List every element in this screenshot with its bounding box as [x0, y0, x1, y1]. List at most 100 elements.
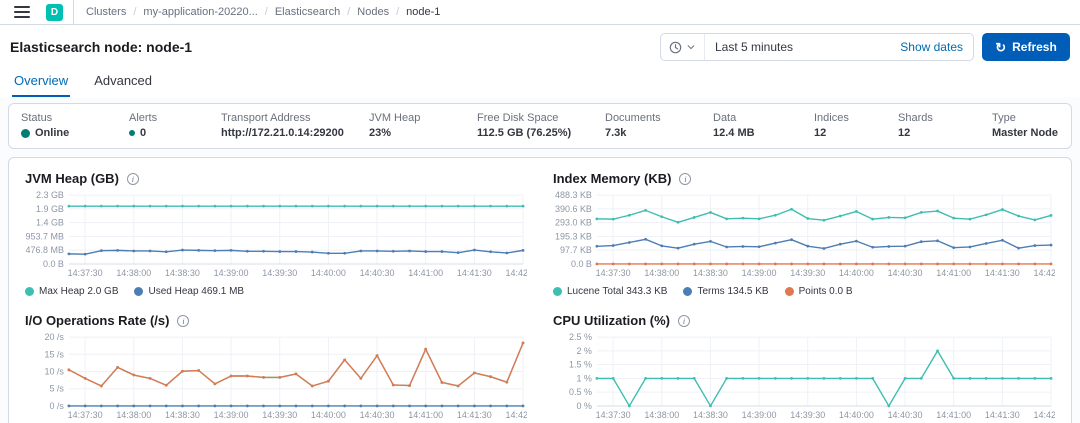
svg-text:14:38:30: 14:38:30	[165, 268, 200, 278]
stat-transport-address: Transport Address http://172.21.0.14:2920…	[221, 112, 369, 139]
breadcrumb: Clusters / my-application-20220... / Elastic…	[86, 6, 440, 18]
svg-text:14:37:30: 14:37:30	[596, 410, 631, 420]
tab-advanced[interactable]: Advanced	[94, 73, 153, 88]
legend-label: Points 0.0 B	[798, 286, 853, 297]
stat-value-text: 12	[898, 127, 911, 139]
breadcrumb-item-nodes[interactable]: Nodes	[357, 6, 390, 18]
legend-dot-icon	[683, 287, 693, 296]
info-icon[interactable]: i	[126, 172, 139, 185]
stat-value-text: 23%	[369, 127, 392, 139]
refresh-button[interactable]: ↻ Refresh	[982, 33, 1070, 61]
svg-text:14:39:00: 14:39:00	[214, 268, 249, 278]
info-icon[interactable]: i	[177, 314, 190, 327]
svg-text:0 %: 0 %	[576, 401, 591, 411]
chevron-down-icon	[687, 45, 695, 50]
legend-label: Lucene Total 343.3 KB	[567, 286, 668, 297]
svg-text:14:39:30: 14:39:30	[790, 410, 825, 420]
show-dates-link[interactable]: Show dates	[900, 40, 963, 54]
svg-text:14:39:30: 14:39:30	[262, 410, 297, 420]
stat-free-disk-space: Free Disk Space 112.5 GB (76.25%)	[477, 112, 605, 139]
legend-label: Used Heap 469.1 MB	[148, 286, 245, 297]
chart-canvas: 14:37:30 14:38:00 14:38:30 14:39:00 14:39:30…	[569, 332, 1055, 420]
svg-text:14:38:30: 14:38:30	[693, 410, 728, 420]
svg-text:14:38:00: 14:38:00	[644, 410, 679, 420]
svg-text:14:42:00: 14:42:00	[1034, 410, 1055, 420]
chart-title: I/O Operations Rate (/s)	[25, 313, 170, 328]
logo-container: D	[36, 0, 74, 25]
legend-item-max-heap[interactable]: Max Heap 2.0 GB	[25, 286, 118, 297]
breadcrumb-item-my-application-20220[interactable]: my-application-20220...	[143, 6, 258, 18]
stat-label: Type	[992, 112, 1016, 124]
svg-text:390.6 KB: 390.6 KB	[555, 204, 592, 214]
svg-text:0.5 %: 0.5 %	[569, 387, 592, 397]
svg-text:97.7 KB: 97.7 KB	[560, 245, 592, 255]
svg-text:14:41:30: 14:41:30	[985, 268, 1020, 278]
legend-item-used-heap[interactable]: Used Heap 469.1 MB	[134, 286, 244, 297]
stat-value: 12	[898, 127, 992, 139]
stat-indices: Indices 12	[814, 112, 898, 139]
stat-label: Transport Address	[221, 112, 311, 124]
chart-cpu-utilization: CPU Utilization (%) i 14:37:30 14:38:00 14:3…	[553, 313, 1055, 423]
chart-title-row: Index Memory (KB) i	[553, 171, 1055, 186]
app-logo[interactable]: D	[46, 3, 63, 21]
stat-value-text: 12.4 MB	[713, 127, 755, 139]
breadcrumb-item-clusters[interactable]: Clusters	[86, 6, 127, 18]
svg-text:2.3 GB: 2.3 GB	[36, 190, 64, 200]
breadcrumb-separator: /	[347, 6, 351, 18]
stat-jvm-heap: JVM Heap 23%	[369, 112, 477, 139]
svg-text:2.5 %: 2.5 %	[569, 332, 592, 342]
info-icon[interactable]: i	[679, 172, 692, 185]
stat-status: Status Online	[21, 112, 129, 139]
top-navigation-bar: D Clusters / my-application-20220... / Elast…	[0, 0, 1080, 25]
svg-text:953.7 MB: 953.7 MB	[26, 231, 64, 241]
legend-label: Max Heap 2.0 GB	[39, 286, 119, 297]
legend-item-points[interactable]: Points 0.0 B	[784, 286, 853, 297]
legend-item-terms[interactable]: Terms 134.5 KB	[683, 286, 769, 297]
svg-text:10 /s: 10 /s	[44, 367, 64, 377]
svg-text:14:40:00: 14:40:00	[311, 268, 346, 278]
chart-canvas: 14:37:30 14:38:00 14:38:30 14:39:00 14:39:30…	[44, 332, 527, 420]
svg-text:1.5 %: 1.5 %	[569, 360, 592, 370]
stat-shards: Shards 12	[898, 112, 992, 139]
info-icon[interactable]: i	[678, 314, 690, 327]
legend-label: Terms 134.5 KB	[697, 286, 769, 297]
page-title: Elasticsearch node: node-1	[10, 39, 193, 55]
time-range-picker[interactable]: Last 5 minutes Show dates	[660, 33, 974, 61]
breadcrumb-item-elasticsearch[interactable]: Elasticsearch	[274, 6, 341, 18]
chart-legend: Lucene Total 343.3 KB Terms 134.5 KB Point…	[553, 286, 1055, 297]
svg-text:1.4 GB: 1.4 GB	[36, 218, 64, 228]
svg-text:14:37:30: 14:37:30	[596, 268, 631, 278]
time-range-value[interactable]: Last 5 minutes	[715, 40, 794, 54]
stat-label: JVM Heap	[369, 112, 421, 124]
svg-text:14:40:30: 14:40:30	[888, 268, 923, 278]
breadcrumb-item-node-1: node-1	[406, 6, 441, 18]
chart-title-row: CPU Utilization (%) i	[553, 313, 1055, 328]
svg-text:14:40:00: 14:40:00	[311, 410, 346, 420]
stat-value: 112.5 GB (76.25%)	[477, 127, 605, 139]
menu-icon[interactable]	[14, 6, 30, 18]
svg-text:14:42:00: 14:42:00	[506, 410, 527, 420]
svg-text:488.3 KB: 488.3 KB	[555, 190, 592, 200]
tab-overview[interactable]: Overview	[12, 69, 71, 97]
chart-canvas: 14:37:30 14:38:00 14:38:30 14:39:00 14:39:30…	[555, 190, 1055, 278]
stat-value-text: 112.5 GB (76.25%)	[477, 127, 572, 139]
svg-text:14:41:00: 14:41:00	[936, 410, 971, 420]
stat-value-text: 12	[814, 127, 827, 139]
clock-icon	[669, 41, 682, 53]
legend-item-lucene-total[interactable]: Lucene Total 343.3 KB	[553, 286, 667, 297]
stat-alerts: Alerts 0	[129, 112, 221, 139]
svg-text:2 %: 2 %	[576, 346, 591, 356]
stat-value-text: http://172.21.0.14:29200	[221, 127, 344, 139]
charts-grid: JVM Heap (GB) i 14:37:30 14:38:00 14:38:30 14…	[25, 171, 1055, 423]
stat-value: Master Node	[992, 127, 1059, 139]
charts-panel: JVM Heap (GB) i 14:37:30 14:38:00 14:38:30 14…	[8, 157, 1072, 423]
page-header: Elasticsearch node: node-1 Last 5 minute…	[0, 25, 1080, 63]
chart-title: CPU Utilization (%)	[553, 313, 670, 328]
stat-label: Documents	[605, 112, 661, 124]
svg-text:20 /s: 20 /s	[44, 332, 64, 342]
stat-label: Alerts	[129, 112, 158, 124]
stat-value: 0	[129, 127, 221, 139]
node-summary-panel: Status Online Alerts 0 Transport Address http…	[8, 103, 1072, 149]
svg-text:14:39:30: 14:39:30	[790, 268, 825, 278]
time-picker-quick-select-button[interactable]	[661, 34, 705, 60]
